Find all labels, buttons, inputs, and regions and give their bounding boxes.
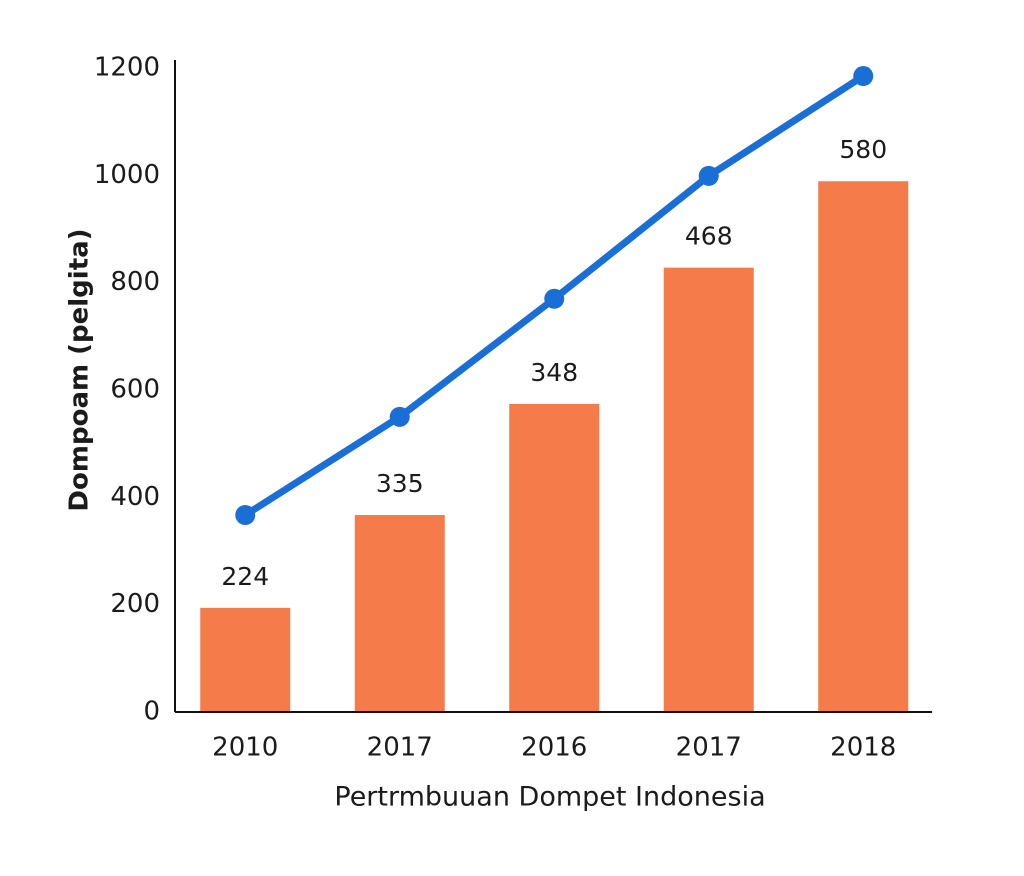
y-tick-label: 400 [110, 482, 160, 512]
bar-label: 348 [530, 358, 578, 387]
y-tick-label: 1000 [94, 160, 160, 190]
y-tick-label: 0 [143, 697, 160, 727]
line-point [698, 165, 719, 186]
y-tick-label: 600 [110, 375, 160, 405]
x-tick-label: 2010 [212, 733, 278, 763]
y-tick-label: 1200 [94, 53, 160, 83]
x-tick-label: 2017 [367, 733, 433, 763]
x-tick-label: 2018 [830, 733, 896, 763]
line-point [389, 406, 410, 427]
bar [663, 267, 754, 712]
bar [200, 607, 291, 712]
x-tick-label: 2017 [676, 733, 742, 763]
line-point [544, 288, 565, 309]
bar [509, 403, 600, 712]
bar [354, 515, 445, 712]
y-tick-label: 800 [110, 267, 160, 297]
line-point [235, 505, 256, 526]
x-axis-title: Pertrmbuuan Dompet Indonesia [334, 782, 765, 813]
bar-label: 580 [839, 135, 887, 164]
y-tick-label: 200 [110, 589, 160, 619]
line-point [853, 66, 874, 87]
bar-label: 335 [376, 469, 424, 498]
y-axis-title: Dompoam (pelgita) [65, 228, 95, 511]
bar-label: 224 [221, 562, 269, 591]
x-tick-label: 2016 [521, 733, 587, 763]
bar-label: 468 [685, 222, 733, 251]
bar [818, 181, 909, 712]
